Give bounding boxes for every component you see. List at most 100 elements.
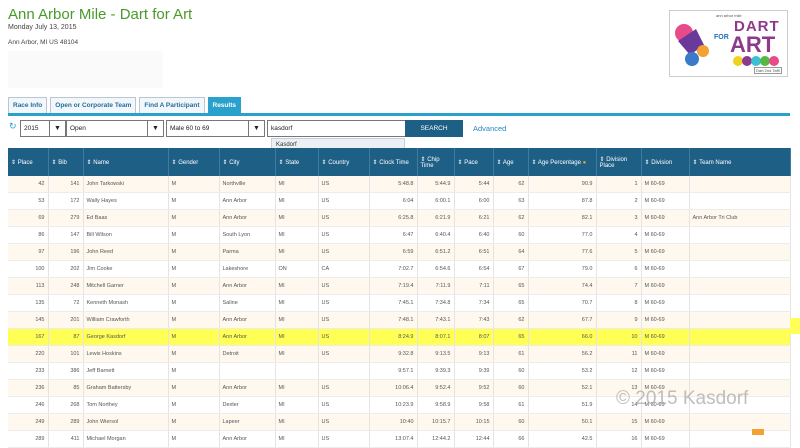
table-cell[interactable]: Bill Wilson bbox=[83, 226, 169, 244]
logo-graphic bbox=[675, 24, 779, 66]
table-cell[interactable]: Lewis Hoskins bbox=[83, 345, 169, 363]
tab-results[interactable]: Results bbox=[207, 97, 241, 113]
table-cell: MI bbox=[275, 243, 319, 261]
table-cell[interactable]: John Reed bbox=[83, 243, 169, 261]
table-row[interactable]: 86 147 Bill Wilson M South Lyon MI US 6:47 6:40.… bbox=[8, 226, 791, 244]
table-cell: 236 bbox=[8, 379, 49, 397]
year-select[interactable]: 2015 ▼ bbox=[20, 120, 66, 137]
column-header[interactable]: ⇕ Name bbox=[83, 148, 169, 176]
event-date: Monday July 13, 2015 bbox=[8, 24, 77, 31]
table-cell: 141 bbox=[48, 176, 84, 193]
table-cell[interactable]: Michael Morgan bbox=[83, 430, 169, 448]
table-cell[interactable]: Graham Battersby bbox=[83, 379, 169, 397]
table-row[interactable]: 145 201 William Crawforth M Ann Arbor MI US 7:4… bbox=[8, 311, 791, 329]
table-cell[interactable]: Jim Cooke bbox=[83, 260, 169, 278]
table-cell: MI bbox=[275, 379, 319, 397]
column-header[interactable]: ⇕ City bbox=[219, 148, 276, 176]
tab-race-info[interactable]: Race Info bbox=[8, 97, 48, 113]
table-cell[interactable]: Ed Baas bbox=[83, 209, 169, 227]
column-header[interactable]: ⇕ Division Place bbox=[596, 148, 642, 176]
search-button[interactable]: SEARCH bbox=[405, 120, 463, 137]
table-cell: M 60-69 bbox=[641, 430, 690, 448]
table-cell[interactable]: John Wiersol bbox=[83, 413, 169, 431]
sort-icon: ⇕ bbox=[222, 159, 230, 166]
column-header[interactable]: ⇕ Age bbox=[493, 148, 529, 176]
year-select-value: 2015 bbox=[24, 125, 39, 132]
column-header[interactable]: ⇕ Team Name bbox=[689, 148, 791, 176]
column-header[interactable]: ⇕ Age Percentage ● bbox=[528, 148, 597, 176]
table-cell[interactable]: Wally Hayes bbox=[83, 192, 169, 210]
advanced-link[interactable]: Advanced bbox=[473, 124, 507, 133]
table-cell: Ann Arbor bbox=[219, 209, 276, 227]
column-header-label: Name bbox=[93, 159, 110, 166]
column-header[interactable]: ⇕ Place bbox=[8, 148, 49, 176]
column-header[interactable]: ⇕ Division bbox=[641, 148, 690, 176]
tab-find-participant[interactable]: Find A Participant bbox=[139, 97, 205, 113]
table-cell: 9:58.9 bbox=[417, 396, 455, 414]
table-cell: Detroit bbox=[219, 345, 276, 363]
column-header[interactable]: ⇕ Country bbox=[318, 148, 370, 176]
table-cell: M 60-69 bbox=[641, 396, 690, 414]
table-cell: 65 bbox=[493, 277, 529, 295]
table-row[interactable]: 53 172 Wally Hayes M Ann Arbor MI US 6:04 6:00.1… bbox=[8, 192, 791, 210]
table-cell: MI bbox=[275, 209, 319, 227]
table-row[interactable]: 113 248 Mitchell Garner M Ann Arbor MI US 7:19.… bbox=[8, 277, 791, 295]
table-row[interactable]: 249 289 John Wiersol M Lapeer MI US 10:40 10:15.… bbox=[8, 413, 791, 431]
table-cell[interactable]: Kenneth Monash bbox=[83, 294, 169, 312]
column-header[interactable]: ⇕ Gender bbox=[168, 148, 220, 176]
table-cell: US bbox=[318, 192, 370, 210]
table-row[interactable]: 100 202 Jim Cooke M Lakeshore ON CA 7:02.7 6:54.… bbox=[8, 260, 791, 278]
table-row[interactable]: 42 141 John Tarkowski M Northville MI US 5:48.8… bbox=[8, 176, 791, 193]
table-cell: 77.6 bbox=[528, 243, 597, 261]
table-cell: M 60-69 bbox=[641, 413, 690, 431]
table-cell: M bbox=[168, 362, 220, 380]
table-cell[interactable]: Mitchell Garner bbox=[83, 277, 169, 295]
table-row[interactable]: 167 87 George Kasdorf M Ann Arbor MI US 8:24.9 8… bbox=[8, 328, 791, 346]
table-cell[interactable]: Tom Northey bbox=[83, 396, 169, 414]
column-header[interactable]: ⇕ Clock Time bbox=[369, 148, 418, 176]
info-icon[interactable]: ● bbox=[580, 159, 587, 166]
table-row[interactable]: 246 268 Tom Northey M Dexter MI US 10:23.9 9:58.… bbox=[8, 396, 791, 414]
table-cell: 5 bbox=[596, 243, 642, 261]
table-cell: 6:54 bbox=[454, 260, 494, 278]
table-cell: 7:43 bbox=[454, 311, 494, 329]
column-header[interactable]: ⇕ Pace bbox=[454, 148, 494, 176]
column-header[interactable]: ⇕ Chip Time bbox=[417, 148, 455, 176]
table-cell bbox=[689, 362, 791, 380]
table-row[interactable]: 97 196 John Reed M Parma MI US 6:59 6:51.2 6:51 64… bbox=[8, 243, 791, 261]
table-cell: US bbox=[318, 430, 370, 448]
table-row[interactable]: 233 386 Jeff Barnett M 9:57.1 9:39.3 9:39 60 53.… bbox=[8, 362, 791, 380]
table-row[interactable]: 135 72 Kenneth Monash M Saline MI US 7:45.1 7:34… bbox=[8, 294, 791, 312]
table-row[interactable]: 220 101 Lewis Hoskins M Detroit MI US 9:32.8 9:1… bbox=[8, 345, 791, 363]
table-cell: 201 bbox=[48, 311, 84, 329]
table-cell: MI bbox=[275, 413, 319, 431]
table-row[interactable]: 69 279 Ed Baas M Ann Arbor MI US 6:25.8 6:21.9 6:… bbox=[8, 209, 791, 227]
column-header[interactable]: ⇕ State bbox=[275, 148, 319, 176]
table-cell: Parma bbox=[219, 243, 276, 261]
refresh-icon[interactable]: ↻ bbox=[9, 121, 17, 131]
table-cell: 74.4 bbox=[528, 277, 597, 295]
table-cell: 6:04 bbox=[369, 192, 418, 210]
column-header[interactable]: ⇕ Bib bbox=[48, 148, 84, 176]
tab-open-corporate-team[interactable]: Open or Corporate Team bbox=[50, 97, 137, 113]
column-header-label: Division bbox=[651, 159, 673, 166]
table-cell: 172 bbox=[48, 192, 84, 210]
search-input[interactable]: kasdorf bbox=[267, 120, 406, 137]
table-cell: Lakeshore bbox=[219, 260, 276, 278]
table-cell[interactable]: William Crawforth bbox=[83, 311, 169, 329]
table-row[interactable]: 236 85 Graham Battersby M Ann Arbor MI US 10:06… bbox=[8, 379, 791, 397]
table-cell[interactable]: George Kasdorf bbox=[83, 328, 169, 346]
table-cell: 12:44 bbox=[454, 430, 494, 448]
table-cell: M bbox=[168, 226, 220, 244]
table-cell: 10:06.4 bbox=[369, 379, 418, 397]
table-cell: 77.0 bbox=[528, 226, 597, 244]
table-cell: 9:52.4 bbox=[417, 379, 455, 397]
table-cell[interactable]: Jeff Barnett bbox=[83, 362, 169, 380]
category-select[interactable]: Open ▼ bbox=[66, 120, 164, 137]
table-cell: M bbox=[168, 413, 220, 431]
table-row[interactable]: 289 411 Michael Morgan M Ann Arbor MI US 13:07.… bbox=[8, 430, 791, 448]
table-cell: 86 bbox=[8, 226, 49, 244]
table-cell[interactable]: John Tarkowski bbox=[83, 176, 169, 193]
table-cell: 6:25.8 bbox=[369, 209, 418, 227]
group-select[interactable]: Male 60 to 69 ▼ bbox=[166, 120, 265, 137]
